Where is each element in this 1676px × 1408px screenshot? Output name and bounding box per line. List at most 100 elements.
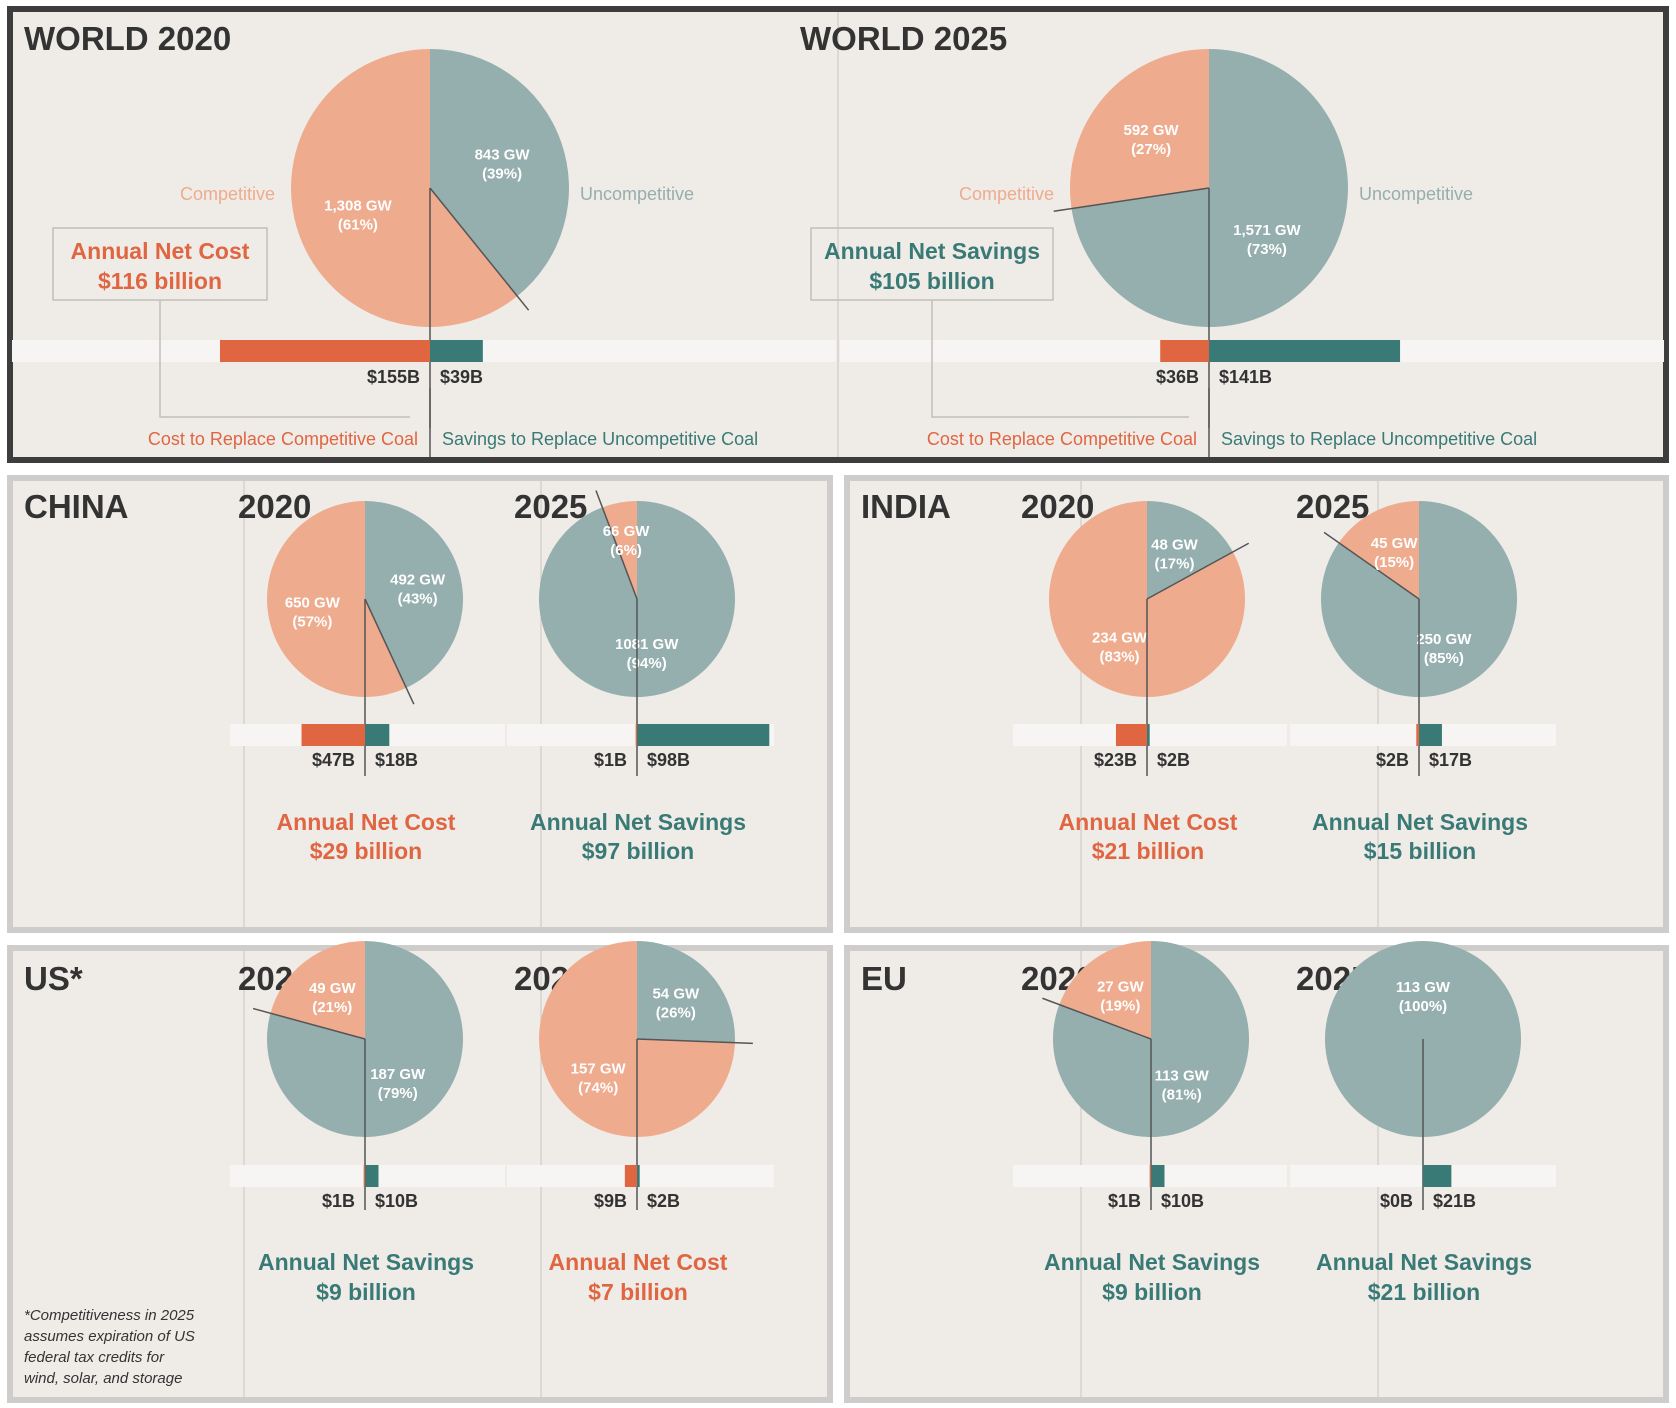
net-label: Annual Net Savings (530, 809, 746, 835)
year-label: 2020 (238, 488, 311, 525)
savings-value: $141B (1219, 367, 1272, 387)
year-label: 2025 (1296, 488, 1369, 525)
us-title: US* (24, 960, 83, 997)
bar-cost (1160, 340, 1209, 362)
uncompetitive-label-pct: (43%) (398, 590, 438, 607)
savings-caption: Savings to Replace Uncompetitive Coal (1221, 429, 1537, 449)
uncompetitive-label-pct: (81%) (1162, 1086, 1202, 1103)
footnote: *Competitiveness in 2025 assumes expirat… (24, 1307, 195, 1387)
bar-cost (635, 724, 637, 746)
pie-slice-uncompetitive (430, 49, 570, 297)
uncompetitive-label-gw: 492 GW (390, 571, 446, 588)
footnote-line-4: wind, solar, and storage (24, 1370, 182, 1387)
bar-savings (1147, 724, 1150, 746)
bar-savings (1209, 340, 1401, 362)
competitive-label-gw: 234 GW (1092, 629, 1148, 646)
savings-caption: Savings to Replace Uncompetitive Coal (442, 429, 758, 449)
net-label: Annual Net Cost (277, 809, 456, 835)
cost-caption: Cost to Replace Competitive Coal (148, 429, 418, 449)
pie-boundary-line (252, 1007, 366, 1040)
uncompetitive-label-gw: 187 GW (370, 1066, 426, 1083)
footnote-line-2: assumes expiration of US (24, 1328, 195, 1345)
pie-slice-competitive (1070, 49, 1209, 209)
uncompetitive-label-gw: 1,571 GW (1233, 222, 1301, 239)
savings-value: $39B (440, 367, 483, 387)
cost-value: $2B (1376, 750, 1409, 770)
chart-india-2025: 2025 250 GW (85%) 45 GW (15%) $2B $17B Annual N… (1290, 488, 1556, 864)
competitive-label-pct: (21%) (312, 999, 352, 1016)
uncompetitive-label-gw: 113 GW (1396, 979, 1451, 996)
competitive-label-pct: (74%) (578, 1079, 618, 1096)
bar-cost (219, 340, 430, 362)
uncompetitive-label-pct: (79%) (378, 1085, 418, 1102)
uncompetitive-label-pct: (73%) (1247, 241, 1287, 258)
uncompetitive-label-pct: (17%) (1154, 556, 1194, 573)
bar-cost (301, 724, 365, 746)
net-connector (159, 300, 410, 418)
cost-caption: Cost to Replace Competitive Coal (927, 429, 1197, 449)
bar-cost (624, 1165, 637, 1187)
pie-boundary-line (636, 1038, 753, 1045)
india-panel-bg (844, 475, 1669, 933)
bar-savings (637, 1165, 640, 1187)
net-label: Annual Net Cost (549, 1249, 728, 1275)
chart-india-2020: 2020 48 GW (17%) 234 GW (83%) $23B $2B Annual N… (1013, 488, 1287, 864)
uncompetitive-label-gw: 1081 GW (615, 636, 679, 653)
footnote-line-1: *Competitiveness in 2025 (24, 1307, 195, 1324)
net-value: $7 billion (588, 1279, 688, 1305)
cost-value: $1B (594, 750, 627, 770)
competitive-label-pct: (83%) (1100, 648, 1140, 665)
net-label: Annual Net Cost (1059, 809, 1238, 835)
competitive-label-pct: (61%) (338, 216, 378, 233)
competitive-label-pct: (15%) (1374, 554, 1414, 571)
bar-cost (1115, 724, 1147, 746)
pie-slice-uncompetitive (1071, 49, 1348, 328)
uncompetitive-label-gw: 113 GW (1155, 1067, 1210, 1084)
competitive-label-pct: (57%) (292, 614, 332, 631)
pie-boundary-line (429, 187, 530, 311)
charts-layer: WORLD 2020 843 GW (39%) 1,308 GW (61%) $155B $… (12, 20, 1664, 1305)
pie-slice-uncompetitive (1147, 501, 1233, 599)
net-label: Annual Net Savings (824, 238, 1040, 264)
pie-boundary-line (595, 490, 638, 600)
pie-slice-uncompetitive (637, 941, 736, 1043)
uncompetitive-label-gw: 54 GW (652, 986, 700, 1003)
savings-value: $10B (375, 1191, 418, 1211)
net-label: Annual Net Savings (1316, 1249, 1532, 1275)
cost-value: $9B (594, 1191, 627, 1211)
bar-savings (1423, 1165, 1452, 1187)
bar-savings (637, 724, 770, 746)
competitive-label-pct: (27%) (1131, 141, 1171, 158)
competitive-label-gw: 66 GW (603, 523, 651, 540)
net-value: $9 billion (1102, 1279, 1202, 1305)
savings-value: $17B (1429, 750, 1472, 770)
chart-world-2020: WORLD 2020 843 GW (39%) 1,308 GW (61%) $155B $… (12, 20, 836, 457)
pie-boundary-line (1323, 531, 1420, 600)
savings-value: $21B (1433, 1191, 1476, 1211)
bar-savings (365, 1165, 379, 1187)
net-label: Annual Net Savings (1312, 809, 1528, 835)
net-value: $97 billion (582, 838, 694, 864)
competitive-label-pct: (19%) (1100, 998, 1140, 1015)
cost-value: $155B (367, 367, 420, 387)
legend-uncompetitive: Uncompetitive (580, 184, 694, 204)
footnote-line-3: federal tax credits for (24, 1349, 165, 1366)
bar-savings (365, 724, 390, 746)
competitive-label-gw: 49 GW (309, 980, 357, 997)
legend-uncompetitive: Uncompetitive (1359, 184, 1473, 204)
competitive-label-gw: 157 GW (571, 1060, 627, 1077)
savings-value: $2B (1157, 750, 1190, 770)
chart-world-2025: WORLD 2025 1,571 GW (73%) 592 GW (27%) $36B $1… (800, 20, 1664, 457)
savings-value: $18B (375, 750, 418, 770)
pie-slice-competitive (266, 500, 407, 697)
cost-value: $0B (1380, 1191, 1413, 1211)
bar-cost (363, 1165, 365, 1187)
net-connector (931, 300, 1189, 418)
competitive-label-gw: 592 GW (1124, 122, 1180, 139)
competitive-label-pct: (6%) (610, 542, 642, 559)
